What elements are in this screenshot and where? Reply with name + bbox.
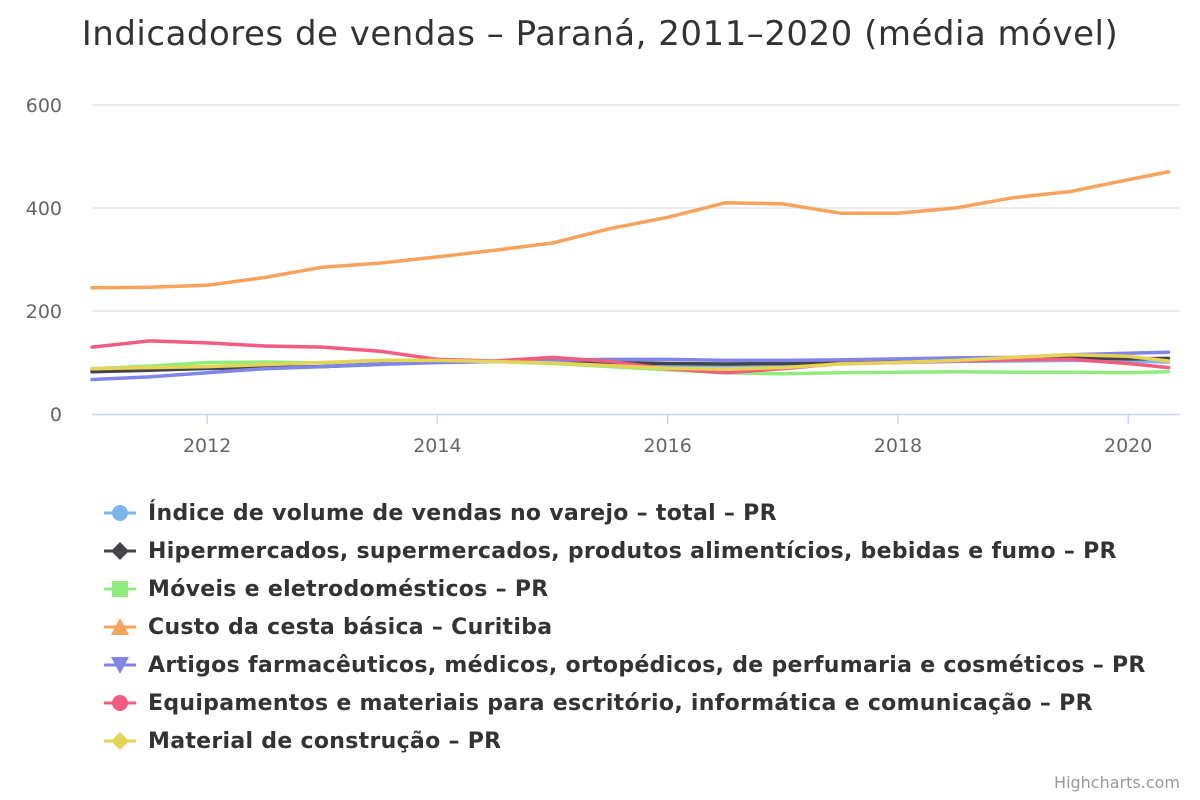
legend-item-1[interactable]: Índice de volume de vendas no varejo – t… [104, 494, 1146, 532]
legend-item-5[interactable]: Artigos farmacêuticos, médicos, ortopédi… [104, 646, 1146, 684]
x-tick-label-2020: 2020 [1104, 435, 1152, 457]
triangle-marker-icon [104, 617, 136, 637]
y-tick-label-400: 400 [26, 198, 62, 220]
x-tick-label-2012: 2012 [183, 435, 231, 457]
legend-label: Móveis e eletrodomésticos – PR [148, 576, 549, 602]
legend-item-2[interactable]: Hipermercados, supermercados, produtos a… [104, 532, 1146, 570]
diamond-marker-icon [104, 541, 136, 561]
series-line-6 [90, 339, 1171, 375]
circle-marker-icon [104, 503, 136, 523]
series-line-4 [90, 170, 1171, 290]
line-chart: 0 200 400 600 2012 2014 2016 2018 2020 [26, 95, 1180, 457]
legend-item-4[interactable]: Custo da cesta básica – Curitiba [104, 608, 1146, 646]
legend-label: Custo da cesta básica – Curitiba [148, 614, 553, 640]
y-tick-label-600: 600 [26, 95, 62, 117]
legend-label: Equipamentos e materiais para escritório… [148, 690, 1093, 716]
y-tick-label-0: 0 [50, 404, 62, 426]
legend: Índice de volume de vendas no varejo – t… [104, 494, 1146, 760]
chart-title: Indicadores de vendas – Paraná, 2011–202… [81, 14, 1119, 54]
legend-label: Hipermercados, supermercados, produtos a… [148, 538, 1117, 564]
diamond-marker-icon [104, 731, 136, 751]
x-tick-label-2014: 2014 [413, 435, 461, 457]
legend-label: Material de construção – PR [148, 728, 502, 754]
credits-link[interactable]: Highcharts.com [1054, 773, 1180, 792]
legend-item-3[interactable]: Móveis e eletrodomésticos – PR [104, 570, 1146, 608]
legend-item-6[interactable]: Equipamentos e materiais para escritório… [104, 684, 1146, 722]
x-tick-label-2018: 2018 [874, 435, 922, 457]
x-tick-label-2016: 2016 [643, 435, 691, 457]
series-line-7 [90, 353, 1171, 371]
legend-label: Índice de volume de vendas no varejo – t… [148, 500, 777, 526]
legend-label: Artigos farmacêuticos, médicos, ortopédi… [148, 652, 1146, 678]
triangle-down-marker-icon [104, 655, 136, 675]
legend-item-7[interactable]: Material de construção – PR [104, 722, 1146, 760]
circle-marker-icon [104, 693, 136, 713]
square-marker-icon [104, 579, 136, 599]
y-tick-label-200: 200 [26, 301, 62, 323]
